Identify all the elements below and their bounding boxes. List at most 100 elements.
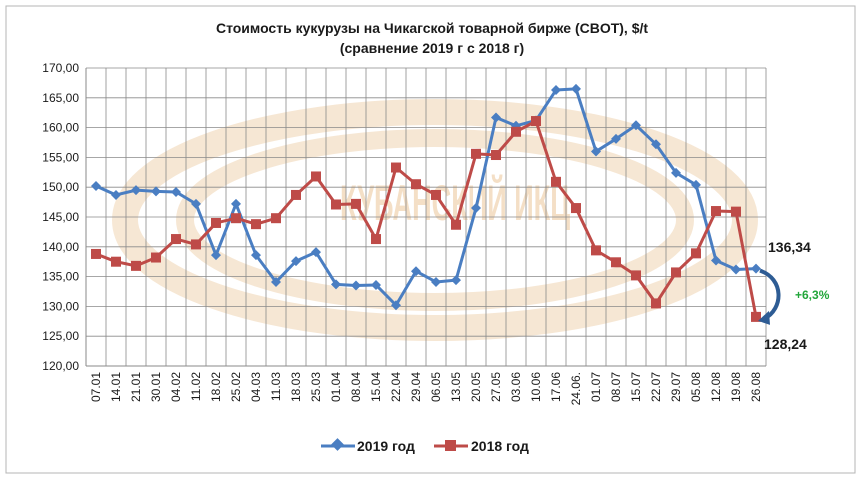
data-point-2018 — [231, 213, 241, 224]
series — [91, 83, 761, 322]
value-2018-label: 128,24 — [764, 336, 807, 352]
data-point-2018 — [311, 171, 321, 182]
data-point-2018 — [491, 150, 501, 161]
data-point-2018 — [511, 126, 521, 137]
data-point-2018 — [351, 198, 361, 209]
x-tick-label: 26.08 — [749, 372, 763, 402]
x-tick-label: 29.07 — [669, 372, 683, 402]
y-axis-ticks: 120,00 125,00 130,00 135,00 140,00 145,00 150,… — [42, 61, 79, 373]
data-point-2018 — [251, 219, 261, 230]
series-line-2019 — [95, 87, 757, 307]
data-point-2019 — [311, 247, 321, 258]
data-point-2019 — [271, 276, 281, 287]
data-point-2019 — [151, 186, 161, 197]
data-point-2019 — [451, 275, 461, 286]
axes — [85, 68, 766, 367]
data-point-2018 — [111, 256, 121, 267]
data-point-2018 — [131, 260, 141, 271]
data-point-2019 — [711, 255, 721, 266]
x-tick-label: 01.04 — [329, 372, 343, 402]
data-point-2019 — [651, 139, 661, 150]
change-callout: 136,34 128,24 +6,3% — [758, 239, 830, 352]
value-2019-label: 136,34 — [768, 239, 811, 255]
data-point-2018 — [211, 217, 221, 228]
x-tick-label: 11.02 — [189, 372, 203, 401]
data-point-2018 — [531, 116, 541, 127]
x-tick-label: 19.08 — [729, 372, 743, 402]
data-point-2018 — [571, 203, 581, 214]
data-point-2018 — [271, 213, 281, 224]
data-point-2019 — [91, 181, 101, 192]
data-point-2019 — [611, 133, 621, 144]
x-tick-label: 24.06. — [569, 372, 583, 405]
x-axis-ticks: 07.01 14.01 21.01 30.01 04.02 11.02 18.02 25.02… — [89, 372, 763, 406]
data-point-2018 — [471, 148, 481, 159]
legend-label-2018: 2018 год — [471, 438, 529, 454]
y-tick-label: 140,00 — [42, 240, 79, 254]
data-point-2019 — [731, 264, 741, 275]
x-tick-label: 05.08 — [689, 372, 703, 402]
data-point-2019 — [551, 85, 561, 96]
data-point-2019 — [571, 83, 581, 94]
legend-item-2019: 2019 год — [321, 438, 415, 454]
data-point-2018 — [191, 239, 201, 250]
x-tick-label: 25.02 — [229, 372, 243, 402]
data-point-2018 — [371, 234, 381, 245]
data-point-2019 — [131, 185, 141, 196]
data-point-2018 — [611, 257, 621, 268]
data-point-2019 — [211, 250, 221, 261]
x-tick-label: 04.03 — [249, 372, 263, 402]
data-point-2019 — [491, 112, 501, 123]
x-tick-label: 22.07 — [649, 372, 663, 402]
x-tick-label: 01.07 — [589, 372, 603, 402]
data-point-2019 — [411, 266, 421, 277]
x-tick-label: 12.08 — [709, 372, 723, 402]
y-tick-label: 125,00 — [42, 329, 79, 343]
data-point-2018 — [551, 176, 561, 187]
data-point-2019 — [751, 263, 761, 274]
x-tick-label: 03.06 — [509, 372, 523, 402]
data-point-2019 — [631, 120, 641, 131]
data-point-2018 — [291, 189, 301, 200]
data-point-2018 — [171, 234, 181, 245]
x-tick-label: 13.05 — [449, 372, 463, 402]
data-point-2019 — [111, 189, 121, 200]
data-point-2018 — [671, 267, 681, 278]
y-tick-label: 155,00 — [42, 150, 79, 164]
x-tick-label: 14.01 — [109, 372, 123, 402]
data-point-2019 — [471, 203, 481, 214]
x-tick-label: 29.04 — [409, 372, 423, 402]
x-tick-label: 08.07 — [609, 372, 623, 402]
x-tick-label: 27.05 — [489, 372, 503, 402]
x-tick-label: 20.05 — [469, 372, 483, 402]
data-point-2018 — [451, 219, 461, 230]
data-point-2018 — [151, 252, 161, 263]
data-point-2018 — [391, 162, 401, 173]
data-point-2018 — [751, 311, 761, 322]
y-tick-label: 170,00 — [42, 61, 79, 75]
data-point-2019 — [431, 276, 441, 287]
chart-subtitle: (сравнение 2019 г с 2018 г) — [340, 40, 524, 56]
data-point-2019 — [291, 256, 301, 267]
x-tick-label: 10.06 — [529, 372, 543, 402]
x-tick-label: 25.03 — [309, 372, 323, 402]
data-point-2018 — [631, 270, 641, 281]
legend-label-2019: 2019 год — [357, 438, 415, 454]
y-tick-label: 150,00 — [42, 180, 79, 194]
x-tick-label: 17.06 — [549, 372, 563, 402]
data-point-2019 — [691, 179, 701, 190]
change-percent-label: +6,3% — [795, 288, 830, 302]
data-point-2018 — [711, 206, 721, 217]
y-tick-label: 160,00 — [42, 121, 79, 135]
data-point-2018 — [591, 245, 601, 256]
legend: 2019 год 2018 год — [321, 438, 529, 454]
y-tick-label: 145,00 — [42, 210, 79, 224]
x-tick-label: 30.01 — [149, 372, 163, 402]
x-tick-label: 18.02 — [209, 372, 223, 402]
data-point-2019 — [591, 146, 601, 157]
data-point-2019 — [371, 279, 381, 290]
data-point-2019 — [251, 250, 261, 261]
x-tick-label: 07.01 — [89, 372, 103, 402]
x-tick-label: 21.01 — [129, 372, 143, 402]
y-tick-label: 165,00 — [42, 91, 79, 105]
